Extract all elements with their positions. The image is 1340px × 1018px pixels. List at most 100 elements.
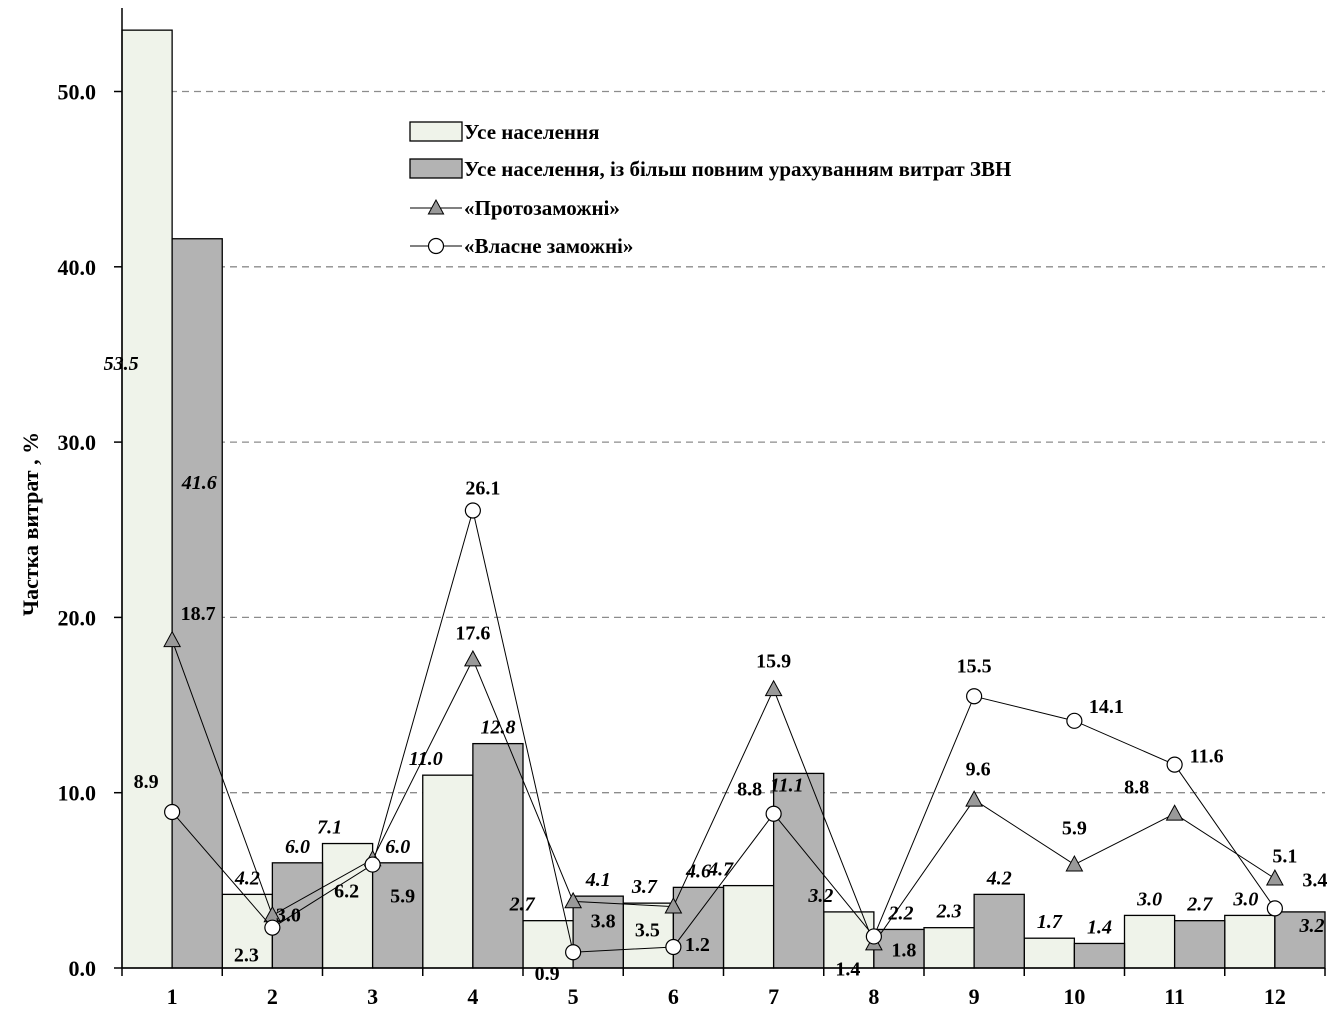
marker-s2-7: [765, 805, 782, 822]
point-label-s1-6: 3.5: [635, 920, 660, 942]
legend-label-4: «Власне заможні»: [464, 234, 633, 258]
bar-label-s2-6: 4.6: [685, 860, 711, 882]
bar-s1-10: [1023, 937, 1076, 969]
point-label-s1-3: 6.2: [334, 880, 359, 902]
grid-lines: [122, 90, 1325, 794]
bar-s1-6: [622, 902, 675, 969]
x-tick-label-9: 9: [969, 984, 980, 1009]
bar-label-s2-4: 12.8: [480, 717, 515, 739]
bar-label-s2-2: 6.0: [285, 836, 310, 858]
bar-s2-7: [772, 772, 825, 969]
marker-s2-10: [1066, 712, 1083, 729]
bar-label-s2-8: 2.2: [887, 902, 913, 924]
bar-s2-4: [472, 742, 524, 969]
point-label-s2-3: 5.9: [390, 886, 415, 908]
point-label-s2-11: 11.6: [1190, 746, 1224, 768]
marker-s1-11: [1165, 804, 1184, 821]
marker-s2-3: [364, 856, 381, 873]
marker-s1-5: [564, 891, 583, 909]
marker-s2-6: [665, 938, 682, 956]
bar-label-s1-10: 1.7: [1037, 911, 1063, 933]
bar-label-s2-9: 4.2: [986, 867, 1012, 889]
x-tick-label-2: 2: [267, 984, 278, 1009]
bar-s2-3: [371, 862, 424, 969]
bar-label-s1-11: 3.0: [1136, 888, 1162, 910]
point-label-s1-5: 3.8: [591, 910, 616, 932]
marker-s2-4: [464, 502, 481, 519]
bar-label-s1-6: 3.7: [631, 876, 658, 898]
bar-label-s1-8: 3.2: [807, 885, 833, 907]
marker-s2-5: [565, 944, 582, 961]
legend-label-2: Усе населення, із більш повним урахуванн…: [464, 157, 1011, 181]
legend: Усе населення Усе населення, із більш пов…: [409, 120, 1011, 258]
marker-s2-11: [1166, 756, 1183, 773]
legend-swatch-2: [409, 158, 463, 179]
point-label-s1-9: 9.6: [966, 759, 991, 781]
data-labels: 53.5 4.2 7.1 11.0 2.7 3.7 4.7 3.2 2.3 1.7 3.0 3.0 41…: [104, 353, 1328, 985]
point-label-s2-8: 1.8: [891, 939, 916, 961]
marker-s2-12: [1266, 900, 1283, 917]
legend-marker-4: [427, 237, 445, 255]
marker-s1-7: [764, 679, 783, 697]
bar-label-s1-5: 2.7: [509, 894, 536, 916]
legend-swatch-1: [409, 121, 463, 142]
bar-label-s2-10: 1.4: [1087, 916, 1112, 938]
marker-s1-10: [1065, 855, 1084, 872]
marker-s1-9: [965, 790, 984, 807]
bars: [121, 29, 1326, 969]
bar-s1-11: [1123, 914, 1176, 969]
bar-label-s1-1: 53.5: [104, 353, 139, 375]
bar-label-s2-3: 6.0: [385, 836, 410, 858]
bar-label-s2-11: 2.7: [1186, 894, 1213, 916]
axes: 0.010.020.030.040.050.01 2 3 4 5 6 7 8 9 10 11 12: [58, 8, 1326, 1009]
marker-s1-4: [463, 649, 482, 667]
bar-label-s1-3: 7.1: [317, 817, 342, 839]
bar-label-s2-1: 41.6: [181, 472, 217, 494]
bar-s1-9: [923, 927, 975, 969]
y-tick-label-5: 50.0: [58, 80, 97, 105]
y-tick-label-1: 10.0: [58, 781, 97, 806]
y-axis-label: Частка витрат , %: [18, 432, 43, 616]
x-tick-label-1: 1: [167, 984, 178, 1009]
line-s1: [171, 640, 1276, 945]
bar-s2-11: [1173, 920, 1226, 969]
point-label-s1-12: 5.1: [1272, 846, 1297, 868]
point-label-s1-8: 1.4: [835, 958, 860, 980]
x-tick-label-11: 11: [1164, 984, 1185, 1009]
bar-s1-5: [522, 920, 574, 969]
x-tick-label-10: 10: [1063, 984, 1085, 1009]
bar-s1-12: [1224, 914, 1276, 969]
y-tick-label-0: 0.0: [69, 956, 97, 981]
x-tick-label-5: 5: [568, 984, 579, 1009]
x-tick-label-8: 8: [868, 984, 879, 1009]
y-tick-label-3: 30.0: [58, 430, 97, 455]
x-tick-label-7: 7: [768, 984, 779, 1009]
marker-s1-6: [664, 897, 683, 914]
bar-s2-1: [171, 238, 223, 969]
point-label-s2-6: 1.2: [685, 934, 710, 956]
legend-label-3: «Протозаможні»: [464, 196, 620, 220]
series-lines: [163, 502, 1284, 961]
bar-s2-10: [1073, 942, 1126, 969]
marker-s1-12: [1265, 869, 1284, 886]
x-tick-label-6: 6: [668, 984, 679, 1009]
point-label-s2-4: 26.1: [465, 477, 500, 499]
bar-label-s1-7: 4.7: [707, 859, 734, 881]
marker-s2-8: [865, 928, 882, 945]
marker-s2-9: [966, 688, 983, 705]
bar-s2-12: [1274, 911, 1326, 969]
point-label-s2-2: 2.3: [234, 945, 259, 967]
marker-s1-1: [163, 630, 182, 648]
point-label-s1-2: 3.0: [276, 904, 301, 926]
marker-s2-1: [164, 803, 181, 821]
bar-label-s1-9: 2.3: [936, 901, 962, 923]
line-s2: [171, 510, 1276, 953]
y-tick-label-4: 40.0: [58, 255, 97, 280]
point-label-s2-7: 8.8: [737, 779, 762, 801]
bar-s2-6: [672, 886, 725, 969]
x-tick-label-4: 4: [467, 984, 478, 1009]
bar-label-s2-5: 4.1: [585, 869, 611, 891]
x-tick-label-3: 3: [367, 984, 378, 1009]
point-label-s2-10: 14.1: [1089, 696, 1124, 718]
